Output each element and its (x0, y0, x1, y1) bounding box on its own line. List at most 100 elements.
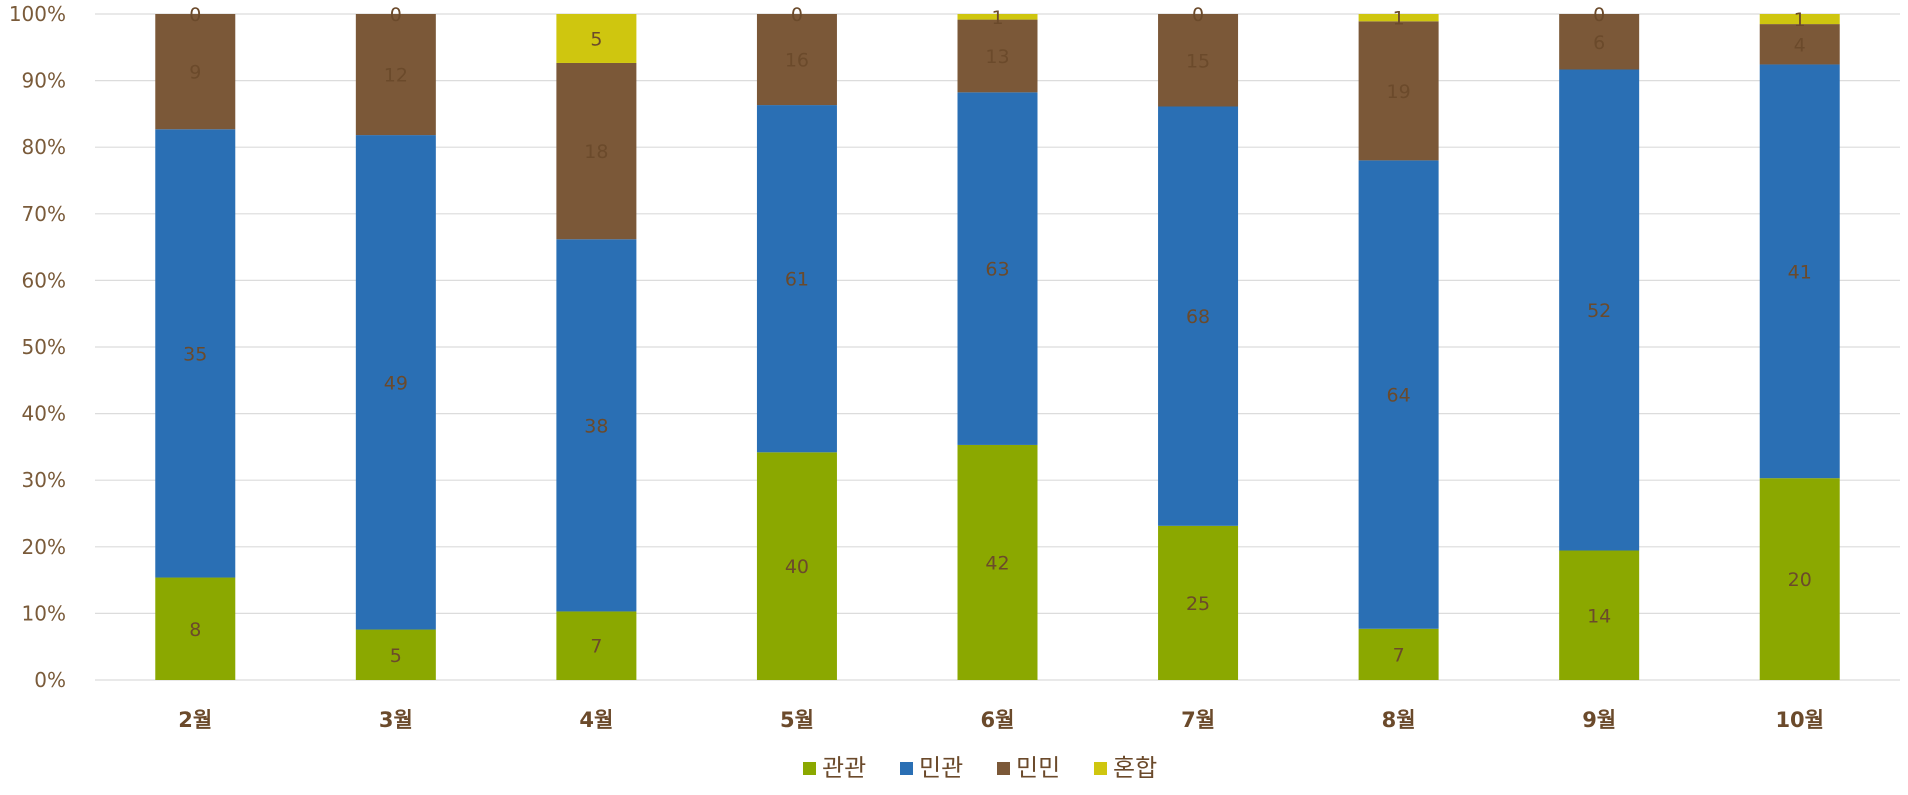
data-label: 68 (1186, 306, 1210, 328)
data-label: 8 (189, 619, 201, 641)
bar-segment-7월-민관 (1158, 106, 1239, 526)
y-tick-label: 70% (22, 202, 66, 226)
data-label: 16 (785, 50, 809, 72)
bar-segment-3월-민민 (355, 14, 436, 136)
bar-segment-8월-혼합 (1358, 14, 1439, 22)
bar-segment-3월-관관 (355, 629, 436, 680)
bar-segment-6월-민민 (957, 19, 1038, 93)
bar-segment-7월-민민 (1158, 14, 1239, 107)
y-tick-label: 20% (22, 535, 66, 559)
y-tick-label: 10% (22, 601, 66, 625)
y-tick-label: 40% (22, 402, 66, 426)
data-label: 4 (1794, 34, 1806, 56)
data-label: 13 (985, 46, 1009, 68)
data-label: 52 (1587, 300, 1611, 322)
data-label: 35 (183, 343, 207, 365)
bar-segment-3월-민관 (355, 135, 436, 630)
data-label: 64 (1387, 385, 1411, 407)
bars (155, 14, 1840, 680)
bar-segment-9월-민민 (1559, 14, 1640, 70)
x-tick-label: 9월 (1582, 708, 1616, 732)
bar-segment-4월-혼합 (556, 14, 637, 63)
data-label: 6 (1593, 32, 1605, 54)
legend: 관관 민관 민민 혼합 (803, 754, 1157, 782)
bar-segment-10월-민관 (1759, 64, 1840, 479)
bar-segment-10월-관관 (1759, 478, 1840, 680)
data-label: 0 (189, 4, 201, 26)
data-label: 61 (785, 269, 809, 291)
data-label: 25 (1186, 593, 1210, 615)
x-tick-label: 8월 (1382, 708, 1416, 732)
bar-segment-8월-민민 (1358, 21, 1439, 161)
y-tick-label: 0% (34, 668, 66, 692)
data-label: 1 (1393, 8, 1405, 30)
y-tick-label: 50% (22, 335, 66, 359)
y-axis-ticks: 0% 10% 20% 30% 40% 50% 60% 70% 80% 90% 100% (9, 2, 66, 692)
data-label: 1 (991, 7, 1003, 29)
legend-swatch-민관 (900, 762, 913, 775)
x-tick-label: 2월 (178, 708, 212, 732)
bar-segment-5월-관관 (756, 452, 837, 680)
data-label: 19 (1387, 81, 1411, 103)
legend-label: 민관 (919, 754, 963, 782)
x-tick-label: 5월 (780, 708, 814, 732)
x-tick-label: 3월 (379, 708, 413, 732)
legend-label: 민민 (1016, 754, 1060, 782)
bar-segment-2월-민민 (155, 14, 236, 130)
y-tick-label: 90% (22, 69, 66, 93)
data-label: 49 (384, 372, 408, 394)
bar-segment-9월-관관 (1559, 550, 1640, 680)
bar-segment-8월-민관 (1358, 160, 1439, 629)
bar-segment-6월-관관 (957, 444, 1038, 680)
data-label: 12 (384, 65, 408, 87)
x-tick-label: 6월 (981, 708, 1015, 732)
bar-segment-10월-혼합 (1759, 14, 1840, 25)
bar-segment-4월-관관 (556, 611, 637, 680)
x-tick-label: 10월 (1775, 708, 1824, 732)
bar-segment-4월-민관 (556, 239, 637, 612)
x-tick-label: 7월 (1181, 708, 1215, 732)
bar-segment-8월-관관 (1358, 628, 1439, 680)
data-labels: 8359054912073818540611604263131256815076… (183, 4, 1812, 667)
x-tick-label: 4월 (579, 708, 613, 732)
data-label: 14 (1587, 605, 1611, 627)
legend-swatch-관관 (803, 762, 816, 775)
bar-segment-10월-민민 (1759, 24, 1840, 65)
data-label: 7 (590, 636, 602, 658)
bar-segment-5월-민관 (756, 105, 837, 453)
legend-swatch-민민 (997, 762, 1010, 775)
data-label: 41 (1788, 261, 1812, 283)
legend-label: 관관 (822, 754, 866, 782)
bar-segment-2월-민관 (155, 129, 236, 578)
y-tick-label: 30% (22, 468, 66, 492)
bar-segment-9월-민관 (1559, 69, 1640, 551)
data-label: 42 (985, 552, 1009, 574)
data-label: 15 (1186, 50, 1210, 72)
legend-label: 혼합 (1113, 754, 1157, 782)
bar-segment-4월-민민 (556, 62, 637, 240)
bar-segment-2월-관관 (155, 577, 236, 680)
data-label: 5 (390, 645, 402, 667)
data-label: 0 (791, 4, 803, 26)
data-label: 0 (1192, 4, 1204, 26)
data-label: 0 (1593, 4, 1605, 26)
data-label: 40 (785, 556, 809, 578)
y-tick-label: 80% (22, 135, 66, 159)
legend-swatch-혼합 (1094, 762, 1107, 775)
y-tick-label: 60% (22, 268, 66, 292)
bar-segment-7월-관관 (1158, 525, 1239, 680)
data-label: 9 (189, 62, 201, 84)
bar-segment-6월-혼합 (957, 14, 1038, 20)
data-label: 1 (1794, 9, 1806, 31)
x-axis-ticks: 2월 3월 4월 5월 6월 7월 8월 9월 10월 (178, 708, 1824, 732)
y-tick-label: 100% (9, 2, 66, 26)
data-label: 63 (985, 259, 1009, 281)
data-label: 5 (590, 28, 602, 50)
data-label: 18 (584, 141, 608, 163)
data-label: 0 (390, 4, 402, 26)
data-label: 38 (584, 415, 608, 437)
data-label: 20 (1788, 569, 1812, 591)
data-label: 7 (1393, 644, 1405, 666)
